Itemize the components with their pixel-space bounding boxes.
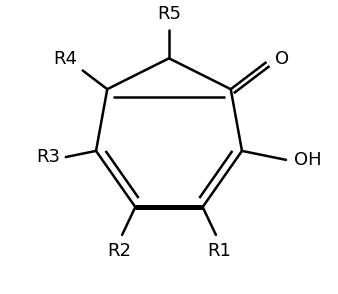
Text: R4: R4 bbox=[53, 50, 77, 68]
Text: R1: R1 bbox=[207, 242, 231, 260]
Text: OH: OH bbox=[294, 151, 322, 169]
Text: R5: R5 bbox=[157, 5, 181, 23]
Text: R3: R3 bbox=[36, 148, 60, 166]
Text: R2: R2 bbox=[107, 242, 131, 260]
Text: O: O bbox=[275, 50, 289, 68]
